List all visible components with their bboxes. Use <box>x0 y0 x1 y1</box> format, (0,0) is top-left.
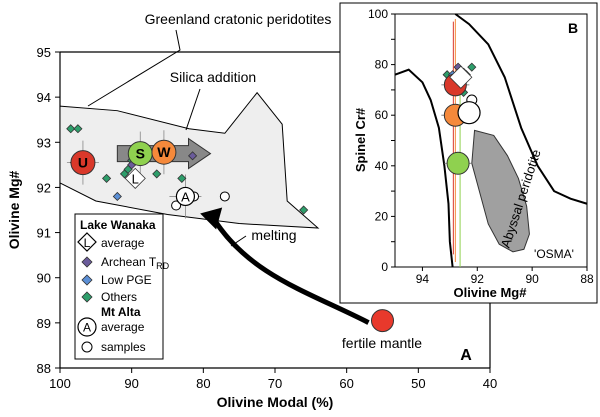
x-tick-label: 60 <box>339 376 353 391</box>
b-lake-wanaka-average <box>449 65 473 89</box>
b-y-tick-label: 20 <box>375 209 389 223</box>
legend-a-letter: A <box>83 321 91 335</box>
melting-leader <box>230 235 247 247</box>
legend-l-symbol: L <box>77 232 97 252</box>
panel-a-label: A <box>460 347 472 364</box>
silica-leader <box>185 88 201 131</box>
b-others-point <box>467 62 477 72</box>
osma-label: 'OSMA' <box>534 247 574 261</box>
x-tick-label: 40 <box>483 376 497 391</box>
y-tick-label: 88 <box>37 361 51 376</box>
legend-low-pge: Low PGE <box>101 273 152 287</box>
panel-b-points <box>441 19 481 267</box>
x-tick-label: 70 <box>268 376 282 391</box>
legend-mt-average: average <box>101 320 145 334</box>
y-tick-label: 91 <box>37 226 51 241</box>
legend-a-symbol: A <box>77 317 97 337</box>
fertile-label: fertile mantle <box>342 335 422 351</box>
abyssal-field <box>471 129 530 253</box>
mt-alta-letter: A <box>181 189 190 204</box>
b-y-tick-label: 60 <box>375 108 389 122</box>
others-point <box>152 169 162 179</box>
mt-alta-sample <box>219 191 230 202</box>
b-x-tick-label: 88 <box>580 272 594 286</box>
silica-label: Silica addition <box>170 69 256 85</box>
labeled-circle-letter: W <box>157 144 171 160</box>
others-point <box>66 124 76 134</box>
legend-average: average <box>101 236 145 250</box>
others-point <box>102 173 112 183</box>
panel-a-ticks: 100 90 80 70 60 50 40 88 89 90 91 92 93 94 95 <box>37 45 498 391</box>
legend-lake-wanaka: Lake Wanaka <box>80 218 156 232</box>
b-y-tick-label: 0 <box>381 260 388 274</box>
y-tick-label: 92 <box>37 180 51 195</box>
melting-arrow <box>212 218 370 325</box>
legend-archean-icon <box>81 256 93 268</box>
labeled-circle <box>151 139 177 165</box>
others-point <box>299 205 309 215</box>
legend-others-icon <box>81 291 93 303</box>
x-tick-label: 90 <box>124 376 138 391</box>
b-y-tick-label: 80 <box>375 58 389 72</box>
osma-curve <box>454 13 588 205</box>
panel-a: 100 90 80 70 60 50 40 88 89 90 91 92 93 94 95 U S W L A Gr… <box>6 11 497 410</box>
b-x-tick-label: 94 <box>416 272 430 286</box>
x-tick-label: 100 <box>49 376 71 391</box>
labeled-circle <box>70 150 96 176</box>
b-y-tick-label: 40 <box>375 159 389 173</box>
legend-l-letter: L <box>84 236 91 250</box>
archean-point <box>188 151 198 161</box>
panel-b-xlabel: Olivine Mg# <box>454 285 528 300</box>
b-labeled-circle <box>446 151 470 175</box>
legend: Lake Wanaka L average Archean TRD Low PG… <box>74 213 170 360</box>
melting-label: melting <box>251 227 296 243</box>
osma-curve <box>394 68 454 268</box>
b-x-tick-label: 90 <box>525 272 539 286</box>
y-tick-label: 93 <box>37 135 51 150</box>
y-tick-label: 90 <box>37 271 51 286</box>
others-point <box>73 124 83 134</box>
greenland-label: Greenland cratonic peridotites <box>145 11 332 27</box>
legend-others: Others <box>101 290 137 304</box>
panel-a-points: U S W L A <box>66 124 394 333</box>
panel-b-label: B <box>568 20 578 36</box>
fertile-mantle-point <box>371 309 394 333</box>
panel-b-ylabel: Spinel Cr# <box>353 107 368 172</box>
lake-wanaka-letter: L <box>132 171 139 186</box>
melting-arrow-head <box>200 207 223 230</box>
lake-wanaka-average <box>124 167 146 189</box>
greenland-leader <box>87 29 181 107</box>
b-x-tick-label: 92 <box>471 272 485 286</box>
legend-low-pge-icon <box>81 274 93 286</box>
legend-samples: samples <box>101 340 146 354</box>
legend-archean: Archean TRD <box>101 255 170 271</box>
b-y-tick-label: 100 <box>368 7 388 21</box>
x-tick-label: 50 <box>411 376 425 391</box>
y-tick-label: 95 <box>37 45 51 60</box>
panel-b-fields <box>394 13 588 268</box>
legend-samples-icon <box>81 341 93 353</box>
low-pge-point <box>112 191 122 202</box>
panel-a-ylabel: Olivine Mg# <box>6 171 22 250</box>
others-point <box>177 173 187 183</box>
mt-alta-average <box>175 186 196 207</box>
panel-b-frame <box>339 2 598 304</box>
labeled-circle-letter: S <box>136 146 145 162</box>
y-tick-label: 89 <box>37 316 51 331</box>
y-tick-label: 94 <box>37 90 51 105</box>
x-tick-label: 80 <box>196 376 210 391</box>
b-mt-alta-average <box>457 101 481 125</box>
labeled-circle-letter: U <box>78 155 88 171</box>
mt-alta-sample <box>171 200 182 211</box>
legend-mt-alta: Mt Alta <box>101 305 141 319</box>
panel-a-xlabel: Olivine Modal (%) <box>217 394 334 410</box>
panel-b-ticks: 94 92 90 88 0 20 40 60 80 100 <box>368 7 594 286</box>
